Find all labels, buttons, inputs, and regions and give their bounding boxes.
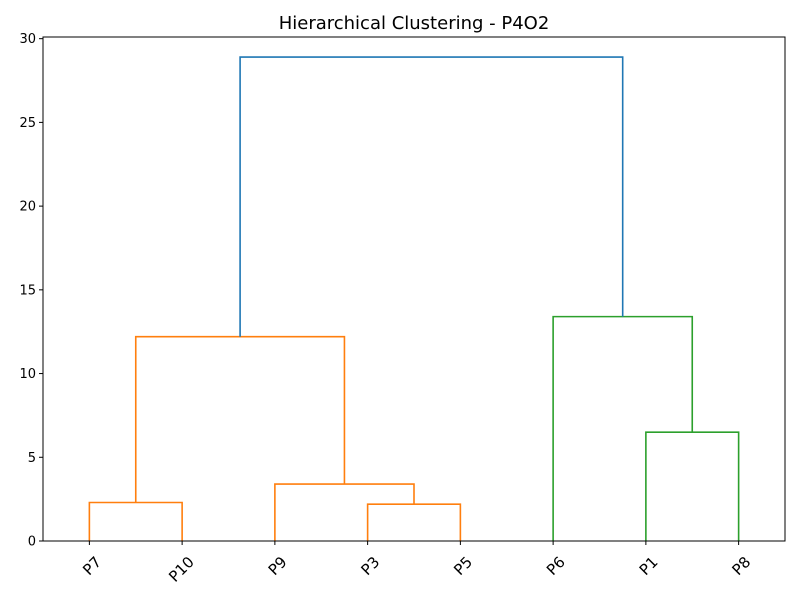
y-tick-label: 25: [19, 116, 36, 131]
dendrogram-link: [239, 56, 624, 337]
dendrogram-link: [274, 483, 415, 541]
y-tick-label: 10: [19, 367, 36, 382]
dendrogram-link: [366, 503, 462, 541]
y-tick-label: 0: [28, 535, 36, 550]
leaf-label: P7: [79, 553, 105, 579]
plot-frame: [42, 36, 786, 542]
leaf-label: P6: [543, 553, 569, 579]
leaf-label: P8: [728, 553, 754, 579]
dendrogram-link: [645, 431, 740, 541]
leaf-label: P10: [165, 553, 198, 586]
y-tick-label: 5: [28, 451, 36, 466]
chart-title: Hierarchical Clustering - P4O2: [279, 13, 550, 34]
y-tick-label: 20: [19, 200, 36, 215]
leaf-label: P3: [357, 553, 383, 579]
plot-area: [42, 36, 786, 542]
dendrogram-link: [88, 501, 183, 541]
y-axis: 0 5 10 15 20 25 30: [19, 32, 43, 550]
leaf-label: P5: [450, 553, 476, 579]
leaf-label: P9: [265, 553, 291, 579]
dendrogram-link: [552, 315, 694, 541]
x-axis: P7 P10 P9 P3 P5 P6 P1 P8: [79, 541, 754, 586]
y-tick-label: 15: [19, 283, 36, 298]
dendrogram-link: [134, 335, 346, 503]
y-tick-label: 30: [19, 32, 36, 47]
leaf-label: P1: [636, 553, 662, 579]
